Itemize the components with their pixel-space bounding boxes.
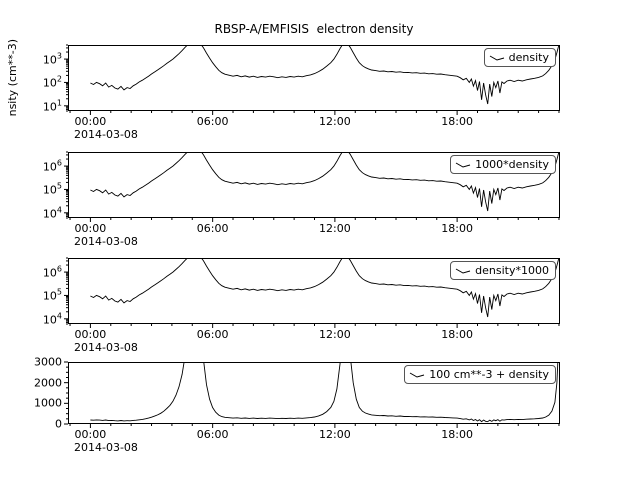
legend-line-icon <box>409 372 425 378</box>
x-tick-label: 06:00 <box>196 222 229 235</box>
x-tick-label: 12:00 <box>319 115 351 128</box>
x-tick-label: 00:00 <box>74 222 107 235</box>
axes-box <box>68 152 560 218</box>
x-tick-label: 18:00 <box>441 328 473 341</box>
x-axis-date: 2014-03-08 <box>74 235 138 248</box>
y-tick-label: 3000 <box>34 355 62 369</box>
data-series-line <box>90 258 560 318</box>
x-axis-date: 2014-03-08 <box>74 341 138 354</box>
y-tick-label: 104 <box>42 205 62 221</box>
y-tick-label: 0 <box>55 417 62 431</box>
chart-title: RBSP-A/EMFISIS electron density <box>214 22 414 36</box>
legend-line-icon <box>489 55 504 61</box>
y-tick-label: 1000 <box>34 396 62 410</box>
legend-label: 1000*density <box>475 158 549 171</box>
x-tick-label: 00:00 <box>74 115 107 128</box>
panel-1000x-density: 1000*density 2014-03-08 00:00 06:00 12:00 1… <box>43 151 560 248</box>
y-tick-label: 106 <box>42 158 62 174</box>
x-tick-label: 12:00 <box>319 428 351 441</box>
panel-density-x1000: density*1000 2014-03-08 00:00 06:00 12:00 1… <box>43 257 560 354</box>
y-tick-label: 101 <box>42 98 62 114</box>
plot-area-1000x-density <box>64 151 560 222</box>
axes-box <box>68 258 560 324</box>
series-group <box>90 152 560 212</box>
data-series-line <box>90 152 560 212</box>
legend-label: density*1000 <box>475 264 549 277</box>
data-series-line <box>90 362 559 423</box>
data-series-line <box>90 45 560 105</box>
x-axis-date: 2014-03-08 <box>74 128 138 141</box>
y-tick-label: 106 <box>42 264 62 280</box>
axes-box <box>68 362 560 424</box>
y-axis-label: nsity (cm**-3) <box>5 39 19 117</box>
plot-area-density-x1000 <box>64 257 560 328</box>
y-tick-label: 105 <box>42 182 62 197</box>
x-tick-label: 06:00 <box>196 328 229 341</box>
x-tick-label: 12:00 <box>319 222 351 235</box>
y-tick-label: 2000 <box>34 376 62 390</box>
panel-density: density 2014-03-08 00:00 06:00 12:00 18:00 1… <box>43 44 560 141</box>
legend-density-x1000: density*1000 <box>450 261 556 280</box>
x-tick-label: 18:00 <box>441 428 473 441</box>
legend-line-icon <box>455 162 471 168</box>
series-group <box>90 45 560 105</box>
x-tick-label: 00:00 <box>74 428 107 441</box>
legend-offset-density: 100 cm**-3 + density <box>404 365 556 384</box>
panel-offset-density: 100 cm**-3 + density 2014-03-08 00:00 06:… <box>34 357 560 454</box>
legend-line-icon <box>455 268 471 274</box>
x-tick-label: 12:00 <box>319 328 351 341</box>
legend-1000x-density: 1000*density <box>450 155 556 174</box>
plot-area-offset-density <box>64 361 560 428</box>
y-tick-label: 105 <box>42 288 62 303</box>
x-tick-label: 00:00 <box>74 328 107 341</box>
y-tick-label: 102 <box>42 75 62 90</box>
x-axis-date: 2014-03-08 <box>74 441 138 454</box>
series-group <box>90 258 560 318</box>
y-tick-label: 104 <box>42 311 62 327</box>
x-tick-label: 18:00 <box>441 115 473 128</box>
x-tick-label: 06:00 <box>196 115 229 128</box>
plot-area-density <box>64 44 560 115</box>
y-axis-label-container: nsity (cm**-3) <box>4 39 20 116</box>
axes-box <box>68 45 560 111</box>
x-tick-label: 18:00 <box>441 222 473 235</box>
x-tick-label: 06:00 <box>196 428 229 441</box>
series-group <box>90 362 559 423</box>
legend-label: 100 cm**-3 + density <box>429 368 549 381</box>
y-tick-label: 103 <box>42 51 62 67</box>
legend-label: density <box>508 51 549 64</box>
legend-density: density <box>483 48 556 67</box>
